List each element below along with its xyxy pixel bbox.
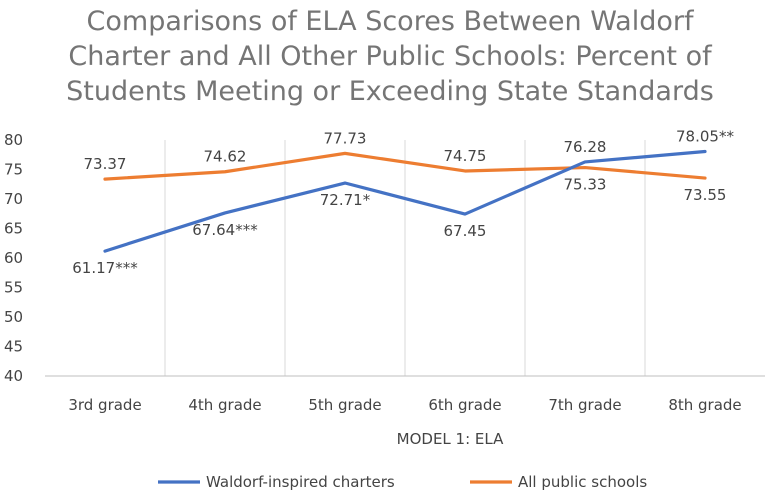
data-label: 77.73 [324,129,367,147]
y-tick-label: 50 [4,308,23,326]
vertical-gridlines [164,140,646,376]
x-axis-label: MODEL 1: ELA [397,430,504,448]
x-tick-label: 5th grade [308,396,381,414]
data-label: 72.71* [320,191,371,209]
series-lines [103,149,707,253]
x-tick-label: 6th grade [428,396,501,414]
data-label: 78.05** [676,128,734,146]
data-label: 74.75 [444,147,487,165]
series-line-all-public-schools [103,151,707,181]
y-tick-label: 55 [4,279,23,297]
data-label: 73.37 [84,155,127,173]
y-tick-label: 60 [4,249,23,267]
chart-title-line-1: Comparisons of ELA Scores Between Waldor… [87,6,695,37]
data-label: 67.45 [444,222,487,240]
series-line-waldorf-inspired-charters [103,149,707,253]
y-axis-ticks: 40 45 50 55 60 65 70 75 80 [4,131,23,385]
x-tick-label: 3rd grade [68,396,141,414]
y-tick-label: 80 [4,131,23,149]
legend-label: All public schools [518,473,647,491]
y-tick-label: 65 [4,220,23,238]
chart-title-line-2: Charter and All Other Public Schools: Pe… [68,41,713,72]
y-tick-label: 70 [4,190,23,208]
x-tick-label: 8th grade [668,396,741,414]
chart-title-line-3: Students Meeting or Exceeding State Stan… [66,76,714,107]
data-label: 73.55 [684,186,727,204]
data-labels: 61.17*** 73.37 67.64*** 74.62 72.71* 77.73 67.… [72,128,734,278]
chart-title: Comparisons of ELA Scores Between Waldor… [66,6,714,107]
x-tick-label: 7th grade [548,396,621,414]
data-label: 76.28 [564,138,607,156]
y-tick-label: 45 [4,338,23,356]
data-label: 75.33 [564,176,607,194]
data-label: 74.62 [204,148,247,166]
y-tick-label: 40 [4,367,23,385]
y-tick-label: 75 [4,161,23,179]
legend: Waldorf-inspired charters All public scho… [158,473,647,491]
x-axis-categories: 3rd grade 4th grade 5th grade 6th grade 7th … [68,396,741,414]
legend-label: Waldorf-inspired charters [206,473,395,491]
data-label: 67.64*** [192,221,258,239]
data-label: 61.17*** [72,259,138,277]
x-tick-label: 4th grade [188,396,261,414]
